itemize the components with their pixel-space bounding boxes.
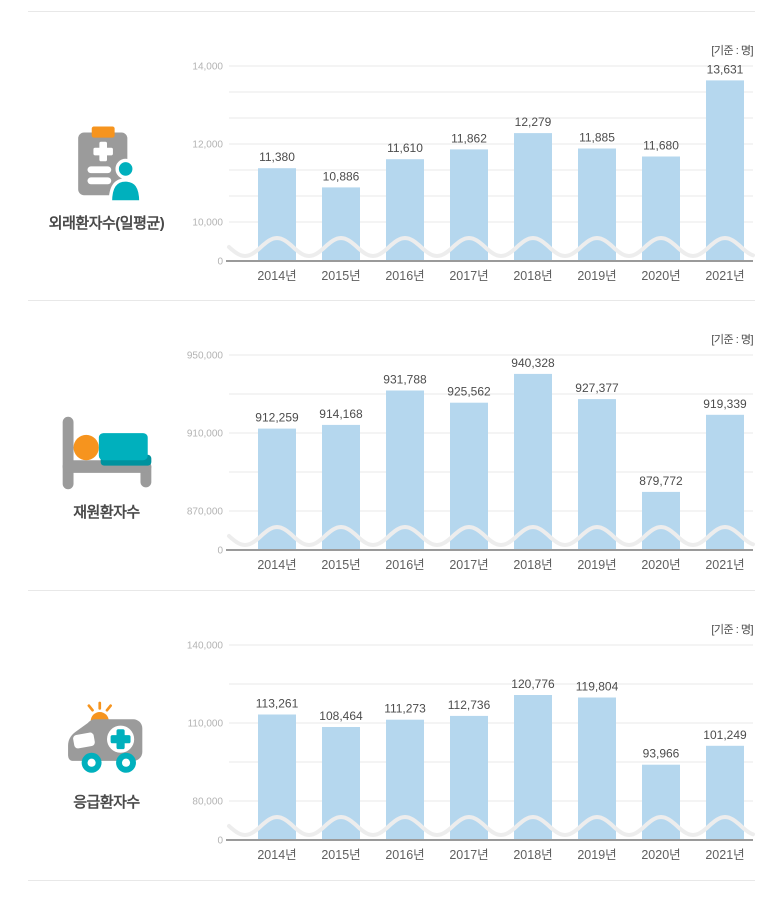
svg-text:110,000: 110,000 bbox=[188, 719, 224, 730]
ambulance-icon bbox=[59, 701, 155, 781]
svg-text:113,261: 113,261 bbox=[256, 697, 299, 711]
svg-text:2021년: 2021년 bbox=[705, 848, 744, 862]
svg-text:2017년: 2017년 bbox=[449, 558, 488, 572]
outpatient-icon-column: 외래환자수(일평균) bbox=[28, 12, 185, 300]
section-label: 응급환자수 bbox=[73, 794, 140, 811]
svg-text:2019년: 2019년 bbox=[577, 848, 616, 862]
clipboard-patient-icon bbox=[64, 122, 150, 202]
section-inpatient: 재원환자수 [기준 : 명] 870,000 910,000 950,000 0 912… bbox=[28, 300, 755, 590]
svg-text:2016년: 2016년 bbox=[385, 848, 424, 862]
svg-text:0: 0 bbox=[217, 836, 223, 847]
svg-text:111,273: 111,273 bbox=[384, 702, 426, 716]
outpatient-chart-area: [기준 : 명] 10,000 12,000 14,000 0 11,380 2014년 1… bbox=[185, 12, 755, 300]
svg-text:2014년: 2014년 bbox=[257, 848, 296, 862]
svg-text:931,788: 931,788 bbox=[383, 373, 427, 387]
section-label: 외래환자수(일평균) bbox=[48, 215, 165, 232]
svg-text:10,886: 10,886 bbox=[323, 169, 360, 183]
svg-text:12,279: 12,279 bbox=[515, 115, 552, 129]
svg-text:2015년: 2015년 bbox=[321, 558, 360, 572]
section-label: 재원환자수 bbox=[73, 504, 140, 521]
svg-text:11,610: 11,610 bbox=[387, 141, 423, 155]
svg-text:101,249: 101,249 bbox=[703, 728, 747, 742]
section-emergency: 응급환자수 [기준 : 명] 80,000 110,000 140,000 0 113,… bbox=[28, 590, 755, 880]
bar-chart-inpatient: 870,000 910,000 950,000 0 912,259 2014년 914,16… bbox=[187, 351, 755, 572]
svg-text:11,680: 11,680 bbox=[643, 139, 679, 153]
svg-text:2020년: 2020년 bbox=[641, 269, 680, 283]
svg-text:13,631: 13,631 bbox=[707, 62, 744, 76]
svg-text:11,380: 11,380 bbox=[259, 150, 295, 164]
svg-text:2017년: 2017년 bbox=[449, 269, 488, 283]
svg-text:870,000: 870,000 bbox=[187, 507, 224, 518]
svg-text:2015년: 2015년 bbox=[321, 269, 360, 283]
svg-text:11,885: 11,885 bbox=[579, 131, 615, 145]
svg-text:2019년: 2019년 bbox=[577, 558, 616, 572]
svg-text:2021년: 2021년 bbox=[705, 269, 744, 283]
svg-text:2021년: 2021년 bbox=[705, 558, 744, 572]
svg-text:11,862: 11,862 bbox=[451, 131, 487, 145]
svg-text:2014년: 2014년 bbox=[257, 558, 296, 572]
svg-text:2019년: 2019년 bbox=[577, 269, 616, 283]
svg-text:2015년: 2015년 bbox=[321, 848, 360, 862]
svg-text:914,168: 914,168 bbox=[319, 407, 363, 421]
svg-text:119,804: 119,804 bbox=[576, 680, 619, 694]
unit-caption: [기준 : 명] bbox=[711, 45, 753, 57]
svg-text:140,000: 140,000 bbox=[187, 641, 224, 652]
svg-text:80,000: 80,000 bbox=[192, 797, 223, 808]
svg-text:950,000: 950,000 bbox=[187, 351, 224, 362]
svg-text:12,000: 12,000 bbox=[192, 140, 223, 151]
svg-text:910,000: 910,000 bbox=[187, 429, 224, 440]
svg-text:120,776: 120,776 bbox=[511, 677, 555, 691]
svg-text:108,464: 108,464 bbox=[319, 709, 363, 723]
bar-chart-outpatient: 10,000 12,000 14,000 0 11,380 2014년 10,886 2015… bbox=[192, 62, 755, 283]
section-outpatient: 외래환자수(일평균) [기준 : 명] 10,000 12,000 14,000 0 1… bbox=[28, 11, 755, 300]
inpatient-chart-area: [기준 : 명] 870,000 910,000 950,000 0 912,259 20… bbox=[185, 301, 755, 590]
svg-text:927,377: 927,377 bbox=[575, 381, 619, 395]
svg-text:14,000: 14,000 bbox=[192, 62, 223, 73]
svg-text:10,000: 10,000 bbox=[192, 218, 223, 229]
hospital-bed-icon bbox=[57, 411, 157, 491]
emergency-icon-column: 응급환자수 bbox=[28, 591, 185, 880]
svg-text:940,328: 940,328 bbox=[511, 356, 555, 370]
unit-caption: [기준 : 명] bbox=[711, 624, 753, 636]
emergency-chart-area: [기준 : 명] 80,000 110,000 140,000 0 113,261 201… bbox=[185, 591, 755, 880]
inpatient-icon-column: 재원환자수 bbox=[28, 301, 185, 590]
svg-text:2018년: 2018년 bbox=[513, 269, 552, 283]
svg-text:2014년: 2014년 bbox=[257, 269, 296, 283]
svg-text:112,736: 112,736 bbox=[448, 698, 491, 712]
svg-text:93,966: 93,966 bbox=[643, 747, 680, 761]
bottom-divider bbox=[28, 880, 755, 899]
svg-text:2018년: 2018년 bbox=[513, 848, 552, 862]
svg-text:912,259: 912,259 bbox=[255, 411, 299, 425]
svg-text:2016년: 2016년 bbox=[385, 558, 424, 572]
bar-chart-emergency: 80,000 110,000 140,000 0 113,261 2014년 108,464… bbox=[187, 641, 755, 862]
svg-text:0: 0 bbox=[217, 546, 223, 557]
svg-text:2020년: 2020년 bbox=[641, 848, 680, 862]
svg-text:919,339: 919,339 bbox=[703, 397, 747, 411]
svg-text:2017년: 2017년 bbox=[449, 848, 488, 862]
svg-text:2018년: 2018년 bbox=[513, 558, 552, 572]
unit-caption: [기준 : 명] bbox=[711, 334, 753, 346]
svg-text:2016년: 2016년 bbox=[385, 269, 424, 283]
svg-text:0: 0 bbox=[217, 257, 223, 268]
svg-text:2020년: 2020년 bbox=[641, 558, 680, 572]
svg-text:879,772: 879,772 bbox=[639, 474, 683, 488]
svg-text:925,562: 925,562 bbox=[447, 385, 491, 399]
